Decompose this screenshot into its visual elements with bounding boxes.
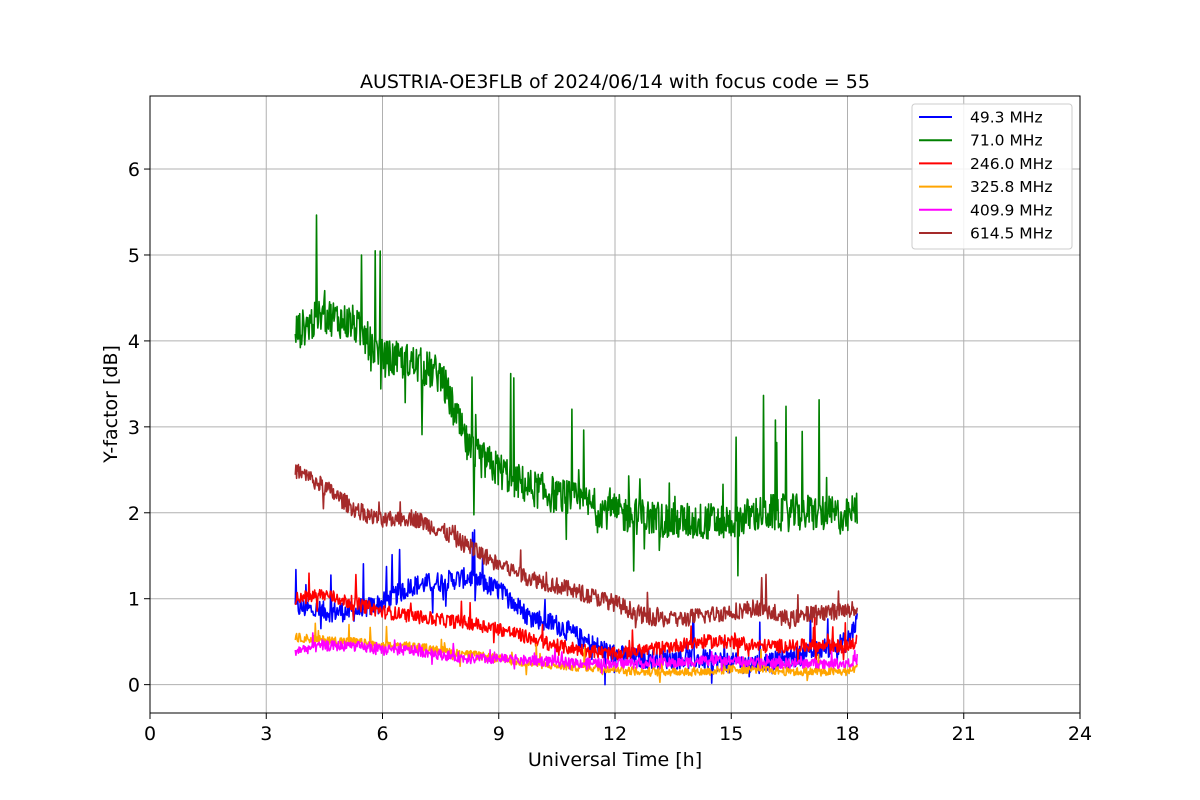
series-line bbox=[294, 632, 858, 675]
legend-label: 49.3 MHz bbox=[970, 109, 1043, 127]
y-tick-label: 6 bbox=[128, 159, 140, 181]
legend-label: 409.9 MHz bbox=[970, 201, 1052, 219]
legend-label: 246.0 MHz bbox=[970, 155, 1052, 173]
chart-title: AUSTRIA-OE3FLB of 2024/06/14 with focus … bbox=[360, 71, 870, 93]
y-axis: 0 1 2 3 4 5 6 bbox=[128, 159, 150, 697]
x-tick-label: 0 bbox=[144, 723, 156, 745]
legend-label: 325.8 MHz bbox=[970, 178, 1052, 196]
x-tick-label: 18 bbox=[835, 723, 859, 745]
legend-label: 614.5 MHz bbox=[970, 225, 1052, 243]
y-tick-label: 0 bbox=[128, 675, 140, 697]
y-tick-label: 4 bbox=[128, 331, 140, 353]
x-tick-label: 15 bbox=[719, 723, 743, 745]
x-tick-label: 21 bbox=[952, 723, 976, 745]
x-tick-label: 24 bbox=[1068, 723, 1092, 745]
x-tick-label: 12 bbox=[603, 723, 627, 745]
series-line bbox=[294, 463, 858, 630]
x-tick-label: 9 bbox=[493, 723, 505, 745]
legend: 49.3 MHz 71.0 MHz 246.0 MHz 325.8 MHz 409.9… bbox=[911, 103, 1073, 250]
x-axis-label: Universal Time [h] bbox=[528, 749, 702, 771]
series-line bbox=[294, 214, 858, 577]
y-axis-label: Y-factor [dB] bbox=[100, 345, 122, 464]
y-tick-label: 3 bbox=[128, 417, 140, 439]
y-tick-label: 5 bbox=[128, 245, 140, 267]
x-tick-label: 3 bbox=[260, 723, 272, 745]
series-line bbox=[294, 622, 858, 684]
y-tick-label: 1 bbox=[128, 589, 140, 611]
y-tick-label: 2 bbox=[128, 503, 140, 525]
legend-label: 71.0 MHz bbox=[970, 132, 1043, 150]
series-group bbox=[294, 214, 858, 686]
x-tick-label: 6 bbox=[376, 723, 388, 745]
series-line bbox=[294, 572, 858, 670]
x-axis: 0 3 6 9 12 15 18 21 24 bbox=[144, 713, 1092, 745]
